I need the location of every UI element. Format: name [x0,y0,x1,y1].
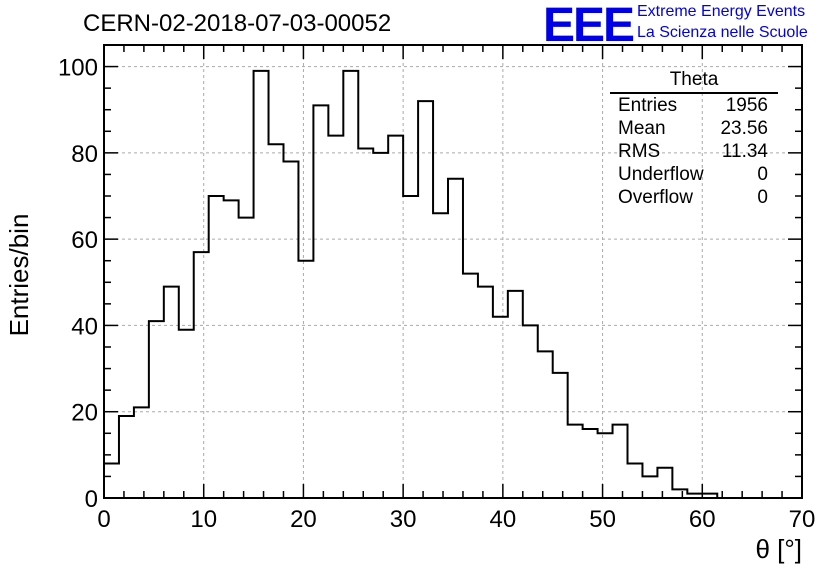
x-tick-label: 40 [490,506,517,533]
stats-value: 0 [757,187,768,208]
histogram-bin [373,153,388,498]
histogram-bin [657,468,672,498]
x-tick-label: 50 [589,506,616,533]
histogram-bin [164,287,179,498]
histogram-bin [583,429,598,498]
stats-value: 1956 [725,95,768,116]
histogram-bin [343,71,358,498]
histogram-bin [523,325,538,498]
histogram-bin [613,425,628,498]
histogram-bin [358,149,373,498]
histogram-bin [553,373,568,498]
histogram-bin [224,200,239,498]
histogram-bin [672,489,687,498]
histogram-bin [568,425,583,498]
stats-row-mean: Mean 23.56 [610,117,778,140]
stats-row-overflow: Overflow 0 [610,186,778,209]
histogram-bin [403,196,418,498]
stats-value: 23.56 [720,118,768,139]
y-tick-label: 100 [58,55,98,82]
y-tick-label: 80 [71,141,98,168]
stats-row-underflow: Underflow 0 [610,163,778,186]
x-tick-label: 30 [390,506,417,533]
histogram-bin [418,101,433,498]
histogram-bin [269,144,284,498]
stats-label: Mean [618,118,666,139]
histogram-bin [508,291,523,498]
logo-line-1: Extreme Energy Events [637,3,806,20]
stats-row-rms: RMS 11.34 [610,140,778,163]
histogram-bin [134,407,149,498]
histogram-bin [538,351,553,498]
eee-logo: EEE [543,0,635,52]
histogram-bin [149,321,164,498]
stats-label: Overflow [618,187,693,208]
histogram-bin [209,196,224,498]
histogram-bin [194,252,209,498]
histogram-bin [478,287,493,498]
histogram-bin [298,261,313,498]
x-axis-label: θ [°] [755,534,802,564]
histogram-bin [283,161,298,498]
stats-label: RMS [618,141,661,162]
stats-value: 0 [757,164,768,185]
histogram-bin [119,416,134,498]
x-tick-label: 20 [290,506,317,533]
histogram-bin [493,317,508,498]
x-tick-label: 70 [789,506,816,533]
stats-box: Theta Entries 1956 Mean 23.56 RMS 11.34 Und… [610,68,778,209]
histogram-bin [433,213,448,498]
x-tick-label: 10 [190,506,217,533]
histogram-bin [642,476,657,498]
stats-label: Entries [618,95,678,116]
histogram-bin [328,136,343,498]
histogram-outline [103,69,733,499]
stats-row-entries: Entries 1956 [610,94,778,117]
histogram-bin [104,463,119,498]
y-axis-label: Entries/bin [4,213,34,337]
x-tick-label: 60 [689,506,716,533]
histogram-bin [448,179,463,498]
histogram-bin [179,330,194,498]
stats-label: Underflow [618,164,704,185]
x-tick-label: 0 [97,506,110,533]
histogram-bin [388,136,403,498]
histogram-bin [628,463,643,498]
stats-title: Theta [610,68,778,94]
histogram-bin [239,218,254,498]
y-tick-label: 20 [71,400,98,427]
y-tick-label: 60 [71,227,98,254]
y-tick-label: 0 [85,486,98,513]
histogram-bin [313,105,328,498]
logo-line-2: La Scienza nelle Scuole [637,24,808,41]
histogram-bin [598,433,613,498]
histogram-bin [463,274,478,498]
stats-value: 11.34 [721,141,768,162]
histogram-bin [254,71,269,498]
plot-frame [103,44,803,499]
y-tick-label: 40 [71,313,98,340]
chart-title: CERN-02-2018-07-03-00052 [83,10,392,37]
